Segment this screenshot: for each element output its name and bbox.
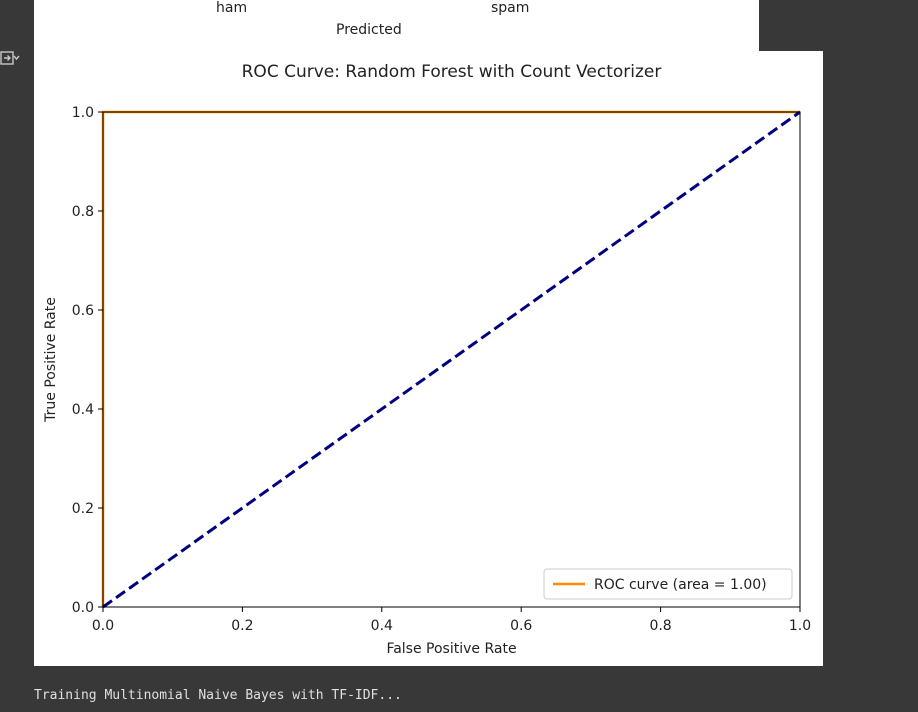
x-tick-label: 0.4	[371, 618, 393, 634]
y-axis-label: True Positive Rate	[43, 297, 59, 423]
prev-tick-label-spam: spam	[491, 0, 530, 16]
y-tick-label: 0.2	[72, 501, 94, 517]
axes-frame	[102, 111, 801, 608]
roc-chart: ROC Curve: Random Forest with Count Vect…	[43, 62, 811, 657]
x-axis-label: False Positive Rate	[386, 641, 516, 657]
legend-label-roc: ROC curve (area = 1.00)	[594, 577, 767, 593]
chart-title: ROC Curve: Random Forest with Count Vect…	[242, 62, 662, 82]
x-tick-label: 1.0	[789, 618, 811, 634]
y-tick-label: 1.0	[72, 105, 94, 121]
legend-box	[543, 568, 793, 600]
y-tick-label: 0.6	[72, 303, 94, 319]
series-line-1	[102, 110, 801, 609]
prev-tick-label-ham: ham	[216, 0, 248, 16]
output-collapse-icon[interactable]	[0, 47, 20, 69]
previous-figure: ham spam Predicted	[34, 0, 759, 51]
x-tick-label: 0.8	[649, 618, 671, 634]
prev-xlabel: Predicted	[336, 22, 402, 38]
y-tick-label: 0.4	[72, 402, 94, 418]
x-tick-label: 0.2	[231, 618, 253, 634]
x-tick-label: 0.0	[92, 618, 114, 634]
y-tick-label: 0.0	[72, 600, 94, 616]
console-output: Training Multinomial Naive Bayes with TF…	[34, 688, 402, 703]
roc-figure: ROC Curve: Random Forest with Count Vect…	[34, 51, 823, 666]
y-tick-label: 0.8	[72, 204, 94, 220]
x-tick-label: 0.6	[510, 618, 532, 634]
